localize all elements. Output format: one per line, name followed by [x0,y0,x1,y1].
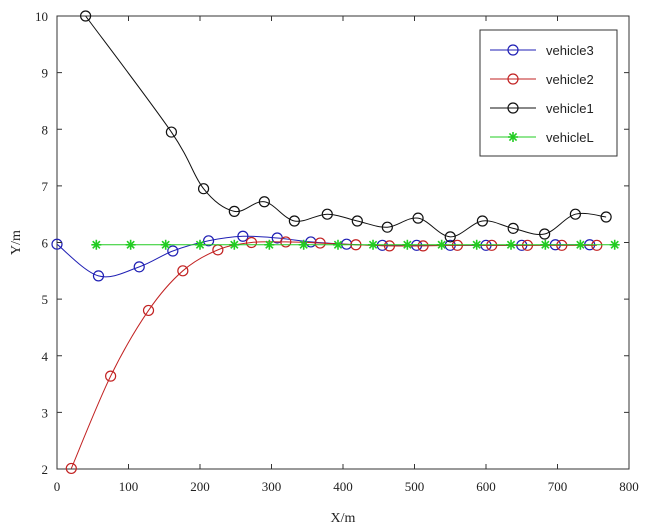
vehicleL-point-8 [368,239,379,250]
vehicle2-point-9 [383,240,396,252]
vehicle2-point-0 [65,462,77,475]
vehicle2-point-7 [314,237,326,249]
legend-box [479,29,618,157]
vehicleL-point-0 [91,239,102,250]
vehicle1-point-1 [165,126,177,138]
vehicleL-point-15 [609,239,620,250]
legend-entry-vehicleL: vehicleL [490,130,594,145]
x-tick-label-6: 600 [476,479,496,494]
vehicle2-point-11 [451,239,463,251]
series-vehicleL [91,239,620,250]
legend-entry-vehicle2: vehicle2 [490,72,594,87]
vehicle3-point-3 [167,245,179,257]
vehicle1-point-10 [444,231,456,243]
x-tick-label-1: 100 [119,479,139,494]
y-tick-label-8: 10 [35,9,48,24]
vehicleL-point-10 [436,239,447,250]
vehicle2-point-6 [280,236,292,248]
vehicle1-point-12 [507,222,519,234]
legend-marker-vehicle1 [507,102,519,114]
legend-marker-vehicleL [508,132,518,142]
vehicle1-point-8 [381,221,393,233]
y-tick-label-5: 7 [42,179,49,194]
y-tick-label-0: 2 [42,462,49,477]
x-tick-label-0: 0 [54,479,61,494]
vehicle3-point-1 [92,270,105,282]
vehicle3-point-4 [202,235,215,247]
vehicle1-point-14 [569,208,581,220]
x-tick-label-4: 400 [333,479,353,494]
vehicle1-point-7 [351,215,363,227]
vehicle1-point-9 [412,212,424,224]
vehicle1-point-5 [288,215,300,227]
vehicle1-point-13 [539,228,551,240]
legend-label-vehicle3: vehicle3 [546,43,594,58]
vehicleL-point-2 [160,239,171,250]
legend-label-vehicle2: vehicle2 [546,72,594,87]
legend-label-vehicle1: vehicle1 [546,101,594,116]
vehicle1-point-6 [321,208,333,220]
vehicle2-point-5 [245,236,258,249]
x-tick-label-8: 800 [619,479,639,494]
vehicle2-point-2 [142,304,155,317]
vehicleL-point-6 [298,239,309,250]
vehicleL-point-9 [402,239,413,250]
vehicleL-point-11 [471,239,482,250]
y-tick-label-6: 8 [42,122,49,137]
vehicle2-point-15 [591,239,603,251]
vehicle3-point-5 [237,230,249,242]
x-axis-label: X/m [331,511,356,526]
vehicle1-point-0 [79,10,92,22]
vehicle1-point-11 [476,215,489,227]
y-tick-label-4: 6 [42,236,49,251]
legend-entry-vehicle1: vehicle1 [490,101,594,116]
vehicle2-point-13 [521,239,534,251]
vehicle2-point-3 [177,265,189,277]
legend: vehicle3 vehicle2 vehicle1 vehicleL [479,29,618,157]
y-tick-label-2: 4 [42,349,49,364]
legend-label-vehicleL: vehicleL [546,130,594,145]
axes-layer: 0 100 200 300 400 500 600 700 800 2 3 4 5 6 7 8 9 10 [35,9,639,494]
legend-marker-vehicle3 [507,44,519,56]
vehicle2-point-14 [556,239,568,251]
vehicle3-point-0 [51,238,63,250]
y-tick-label-7: 9 [42,66,49,81]
vehicle2-point-1 [105,370,117,382]
vehicleL-point-3 [195,239,205,250]
y-tick-label-3: 5 [42,292,49,307]
vehicle2-point-12 [486,239,498,251]
x-tick-label-5: 500 [405,479,425,494]
vehicle2-point-10 [417,240,429,252]
vehicleL-point-14 [575,239,586,250]
vehicleL-point-5 [264,239,275,250]
vehicle3-point-2 [133,261,145,273]
series-layer [51,10,620,475]
x-tick-label-3: 300 [262,479,282,494]
x-tick-label-7: 700 [548,479,568,494]
vehicleL-point-4 [229,239,240,250]
vehicle1-point-3 [228,205,240,217]
x-tick-label-2: 200 [190,479,210,494]
legend-marker-vehicle2 [507,73,519,85]
vehicleL-point-7 [332,239,343,250]
vehicle1-point-2 [197,183,210,195]
series-vehicle1 [79,10,612,243]
vehicleL-point-12 [506,239,517,250]
vehicle1-point-4 [258,196,270,208]
y-axis-label: Y/m [9,230,24,255]
vehicle1-point-15 [600,211,612,223]
series-line-vehicle1 [85,15,607,238]
legend-entry-vehicle3: vehicle3 [490,43,594,58]
vehicleL-point-1 [125,239,136,250]
y-tick-label-1: 3 [42,405,49,420]
vehicleL-point-13 [540,239,551,250]
